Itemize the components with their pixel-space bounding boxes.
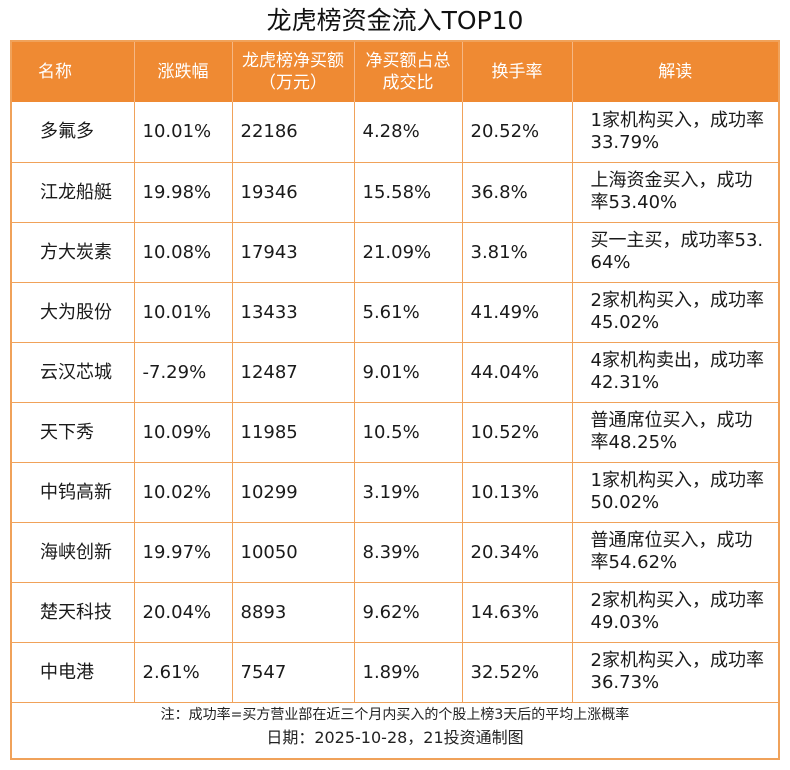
cell-interpretation: 普通席位买入，成功率48.25% [572, 402, 778, 463]
cell-net-buy-ratio: 3.19% [354, 462, 463, 523]
cell-net-buy-ratio: 15.58% [354, 162, 463, 223]
cell-change-pct: 10.08% [134, 222, 233, 283]
cell-stock-name: 天下秀 [12, 402, 135, 463]
cell-net-buy: 10050 [232, 522, 355, 583]
cell-net-buy: 10299 [232, 462, 355, 523]
cell-change-pct: 20.04% [134, 582, 233, 643]
cell-turnover-rate: 3.81% [462, 222, 573, 283]
cell-interpretation: 1家机构买入，成功率50.02% [572, 462, 778, 523]
cell-net-buy: 19346 [232, 162, 355, 223]
cell-stock-name: 中钨高新 [12, 462, 135, 523]
date-credit: 日期：2025-10-28，21投资通制图 [266, 728, 524, 747]
cell-net-buy: 7547 [232, 642, 355, 703]
table-frame: 名称 涨跌幅 龙虎榜净买额（万元） 净买额占总成交比 换手率 解读 多氟多 10.… [10, 40, 780, 760]
cell-net-buy: 22186 [232, 102, 355, 163]
cell-change-pct: 2.61% [134, 642, 233, 703]
cell-stock-name: 多氟多 [12, 102, 135, 163]
cell-net-buy-ratio: 21.09% [354, 222, 463, 283]
cell-change-pct: -7.29% [134, 342, 233, 403]
page-title: 龙虎榜资金流入TOP10 [266, 6, 524, 35]
cell-change-pct: 10.02% [134, 462, 233, 523]
cell-net-buy-ratio: 9.62% [354, 582, 463, 643]
cell-stock-name: 中电港 [12, 642, 135, 703]
column-header-interpretation: 解读 [572, 42, 778, 102]
cell-interpretation: 2家机构买入，成功率36.73% [572, 642, 778, 703]
ranking-table: 名称 涨跌幅 龙虎榜净买额（万元） 净买额占总成交比 换手率 解读 多氟多 10.… [12, 42, 778, 703]
table-row: 方大炭素 10.08% 17943 21.09% 3.81% 买一主买，成功率53.64% [12, 222, 778, 283]
cell-change-pct: 10.09% [134, 402, 233, 463]
table-footer: 注：成功率=买方营业部在近三个月内买入的个股上榜3天后的平均上涨概率 日期：20… [12, 704, 778, 750]
table-row: 天下秀 10.09% 11985 10.5% 10.52% 普通席位买入，成功率48.25… [12, 402, 778, 463]
table-row: 云汉芯城 -7.29% 12487 9.01% 44.04% 4家机构卖出，成功率42.3… [12, 342, 778, 403]
cell-stock-name: 方大炭素 [12, 222, 135, 283]
table-header-row: 名称 涨跌幅 龙虎榜净买额（万元） 净买额占总成交比 换手率 解读 [12, 42, 778, 102]
cell-net-buy-ratio: 5.61% [354, 282, 463, 343]
cell-turnover-rate: 10.13% [462, 462, 573, 523]
cell-interpretation: 2家机构买入，成功率49.03% [572, 582, 778, 643]
cell-stock-name: 江龙船艇 [12, 162, 135, 223]
cell-turnover-rate: 32.52% [462, 642, 573, 703]
cell-change-pct: 10.01% [134, 102, 233, 163]
table-row: 江龙船艇 19.98% 19346 15.58% 36.8% 上海资金买入，成功率53.4… [12, 162, 778, 223]
table-row: 多氟多 10.01% 22186 4.28% 20.52% 1家机构买入，成功率33.79… [12, 102, 778, 163]
cell-net-buy: 17943 [232, 222, 355, 283]
cell-net-buy: 8893 [232, 582, 355, 643]
table-row: 中钨高新 10.02% 10299 3.19% 10.13% 1家机构买入，成功率50.0… [12, 462, 778, 523]
cell-interpretation: 上海资金买入，成功率53.40% [572, 162, 778, 223]
footnote: 注：成功率=买方营业部在近三个月内买入的个股上榜3天后的平均上涨概率 [160, 707, 630, 723]
column-header-net-buy: 龙虎榜净买额（万元） [232, 42, 355, 102]
cell-turnover-rate: 20.52% [462, 102, 573, 163]
cell-net-buy-ratio: 9.01% [354, 342, 463, 403]
cell-net-buy: 11985 [232, 402, 355, 463]
cell-interpretation: 普通席位买入，成功率54.62% [572, 522, 778, 583]
cell-net-buy-ratio: 8.39% [354, 522, 463, 583]
cell-interpretation: 买一主买，成功率53.64% [572, 222, 778, 283]
cell-turnover-rate: 36.8% [462, 162, 573, 223]
column-header-net-buy-ratio: 净买额占总成交比 [354, 42, 463, 102]
cell-change-pct: 19.97% [134, 522, 233, 583]
cell-interpretation: 2家机构买入，成功率45.02% [572, 282, 778, 343]
table-body: 多氟多 10.01% 22186 4.28% 20.52% 1家机构买入，成功率33.79… [12, 102, 778, 703]
column-header-change: 涨跌幅 [134, 42, 233, 102]
cell-stock-name: 楚天科技 [12, 582, 135, 643]
cell-net-buy-ratio: 4.28% [354, 102, 463, 163]
column-header-name: 名称 [12, 42, 135, 102]
cell-turnover-rate: 14.63% [462, 582, 573, 643]
column-header-turnover: 换手率 [462, 42, 573, 102]
cell-change-pct: 19.98% [134, 162, 233, 223]
cell-turnover-rate: 10.52% [462, 402, 573, 463]
cell-interpretation: 4家机构卖出，成功率42.31% [572, 342, 778, 403]
cell-net-buy-ratio: 1.89% [354, 642, 463, 703]
cell-stock-name: 大为股份 [12, 282, 135, 343]
cell-net-buy: 13433 [232, 282, 355, 343]
table-row: 海峡创新 19.97% 10050 8.39% 20.34% 普通席位买入，成功率54.6… [12, 522, 778, 583]
cell-net-buy-ratio: 10.5% [354, 402, 463, 463]
cell-net-buy: 12487 [232, 342, 355, 403]
cell-turnover-rate: 44.04% [462, 342, 573, 403]
cell-stock-name: 云汉芯城 [12, 342, 135, 403]
table-row: 中电港 2.61% 7547 1.89% 32.52% 2家机构买入，成功率36.73% [12, 642, 778, 703]
cell-turnover-rate: 41.49% [462, 282, 573, 343]
cell-turnover-rate: 20.34% [462, 522, 573, 583]
cell-interpretation: 1家机构买入，成功率33.79% [572, 102, 778, 163]
cell-change-pct: 10.01% [134, 282, 233, 343]
cell-stock-name: 海峡创新 [12, 522, 135, 583]
table-row: 楚天科技 20.04% 8893 9.62% 14.63% 2家机构买入，成功率49.03… [12, 582, 778, 643]
table-row: 大为股份 10.01% 13433 5.61% 41.49% 2家机构买入，成功率45.0… [12, 282, 778, 343]
